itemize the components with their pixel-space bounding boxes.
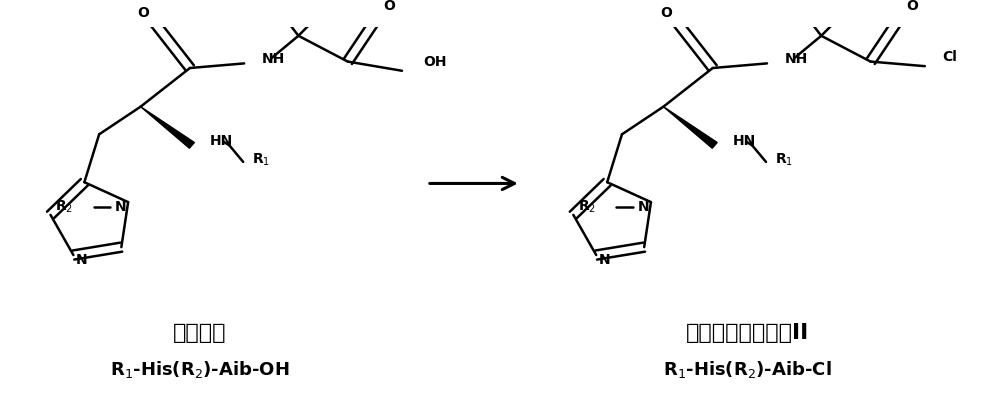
Text: R$_1$: R$_1$ bbox=[252, 152, 270, 168]
Text: N: N bbox=[114, 200, 126, 214]
Text: O: O bbox=[383, 0, 395, 13]
Text: R$_1$: R$_1$ bbox=[775, 152, 793, 168]
Text: HN: HN bbox=[209, 134, 233, 148]
Text: O: O bbox=[138, 6, 150, 20]
Text: OH: OH bbox=[424, 55, 447, 68]
Polygon shape bbox=[141, 107, 194, 148]
Text: Cl: Cl bbox=[942, 50, 957, 64]
Text: NH: NH bbox=[262, 52, 285, 66]
Text: 二肽侧片段衍生物II: 二肽侧片段衍生物II bbox=[685, 323, 809, 343]
Text: HN: HN bbox=[732, 134, 756, 148]
Text: N: N bbox=[75, 253, 87, 267]
Text: NH: NH bbox=[785, 52, 808, 66]
Text: R$_1$-His(R$_2$)-Aib-OH: R$_1$-His(R$_2$)-Aib-OH bbox=[110, 359, 290, 380]
Text: O: O bbox=[906, 0, 918, 13]
Text: N: N bbox=[637, 200, 649, 214]
Text: N: N bbox=[598, 253, 610, 267]
Text: R$_2$: R$_2$ bbox=[55, 199, 73, 215]
Text: 二肽片段: 二肽片段 bbox=[174, 323, 227, 343]
Text: O: O bbox=[661, 6, 673, 20]
Text: R$_1$-His(R$_2$)-Aib-Cl: R$_1$-His(R$_2$)-Aib-Cl bbox=[664, 359, 832, 380]
Polygon shape bbox=[664, 107, 717, 148]
Text: R$_2$: R$_2$ bbox=[577, 199, 596, 215]
